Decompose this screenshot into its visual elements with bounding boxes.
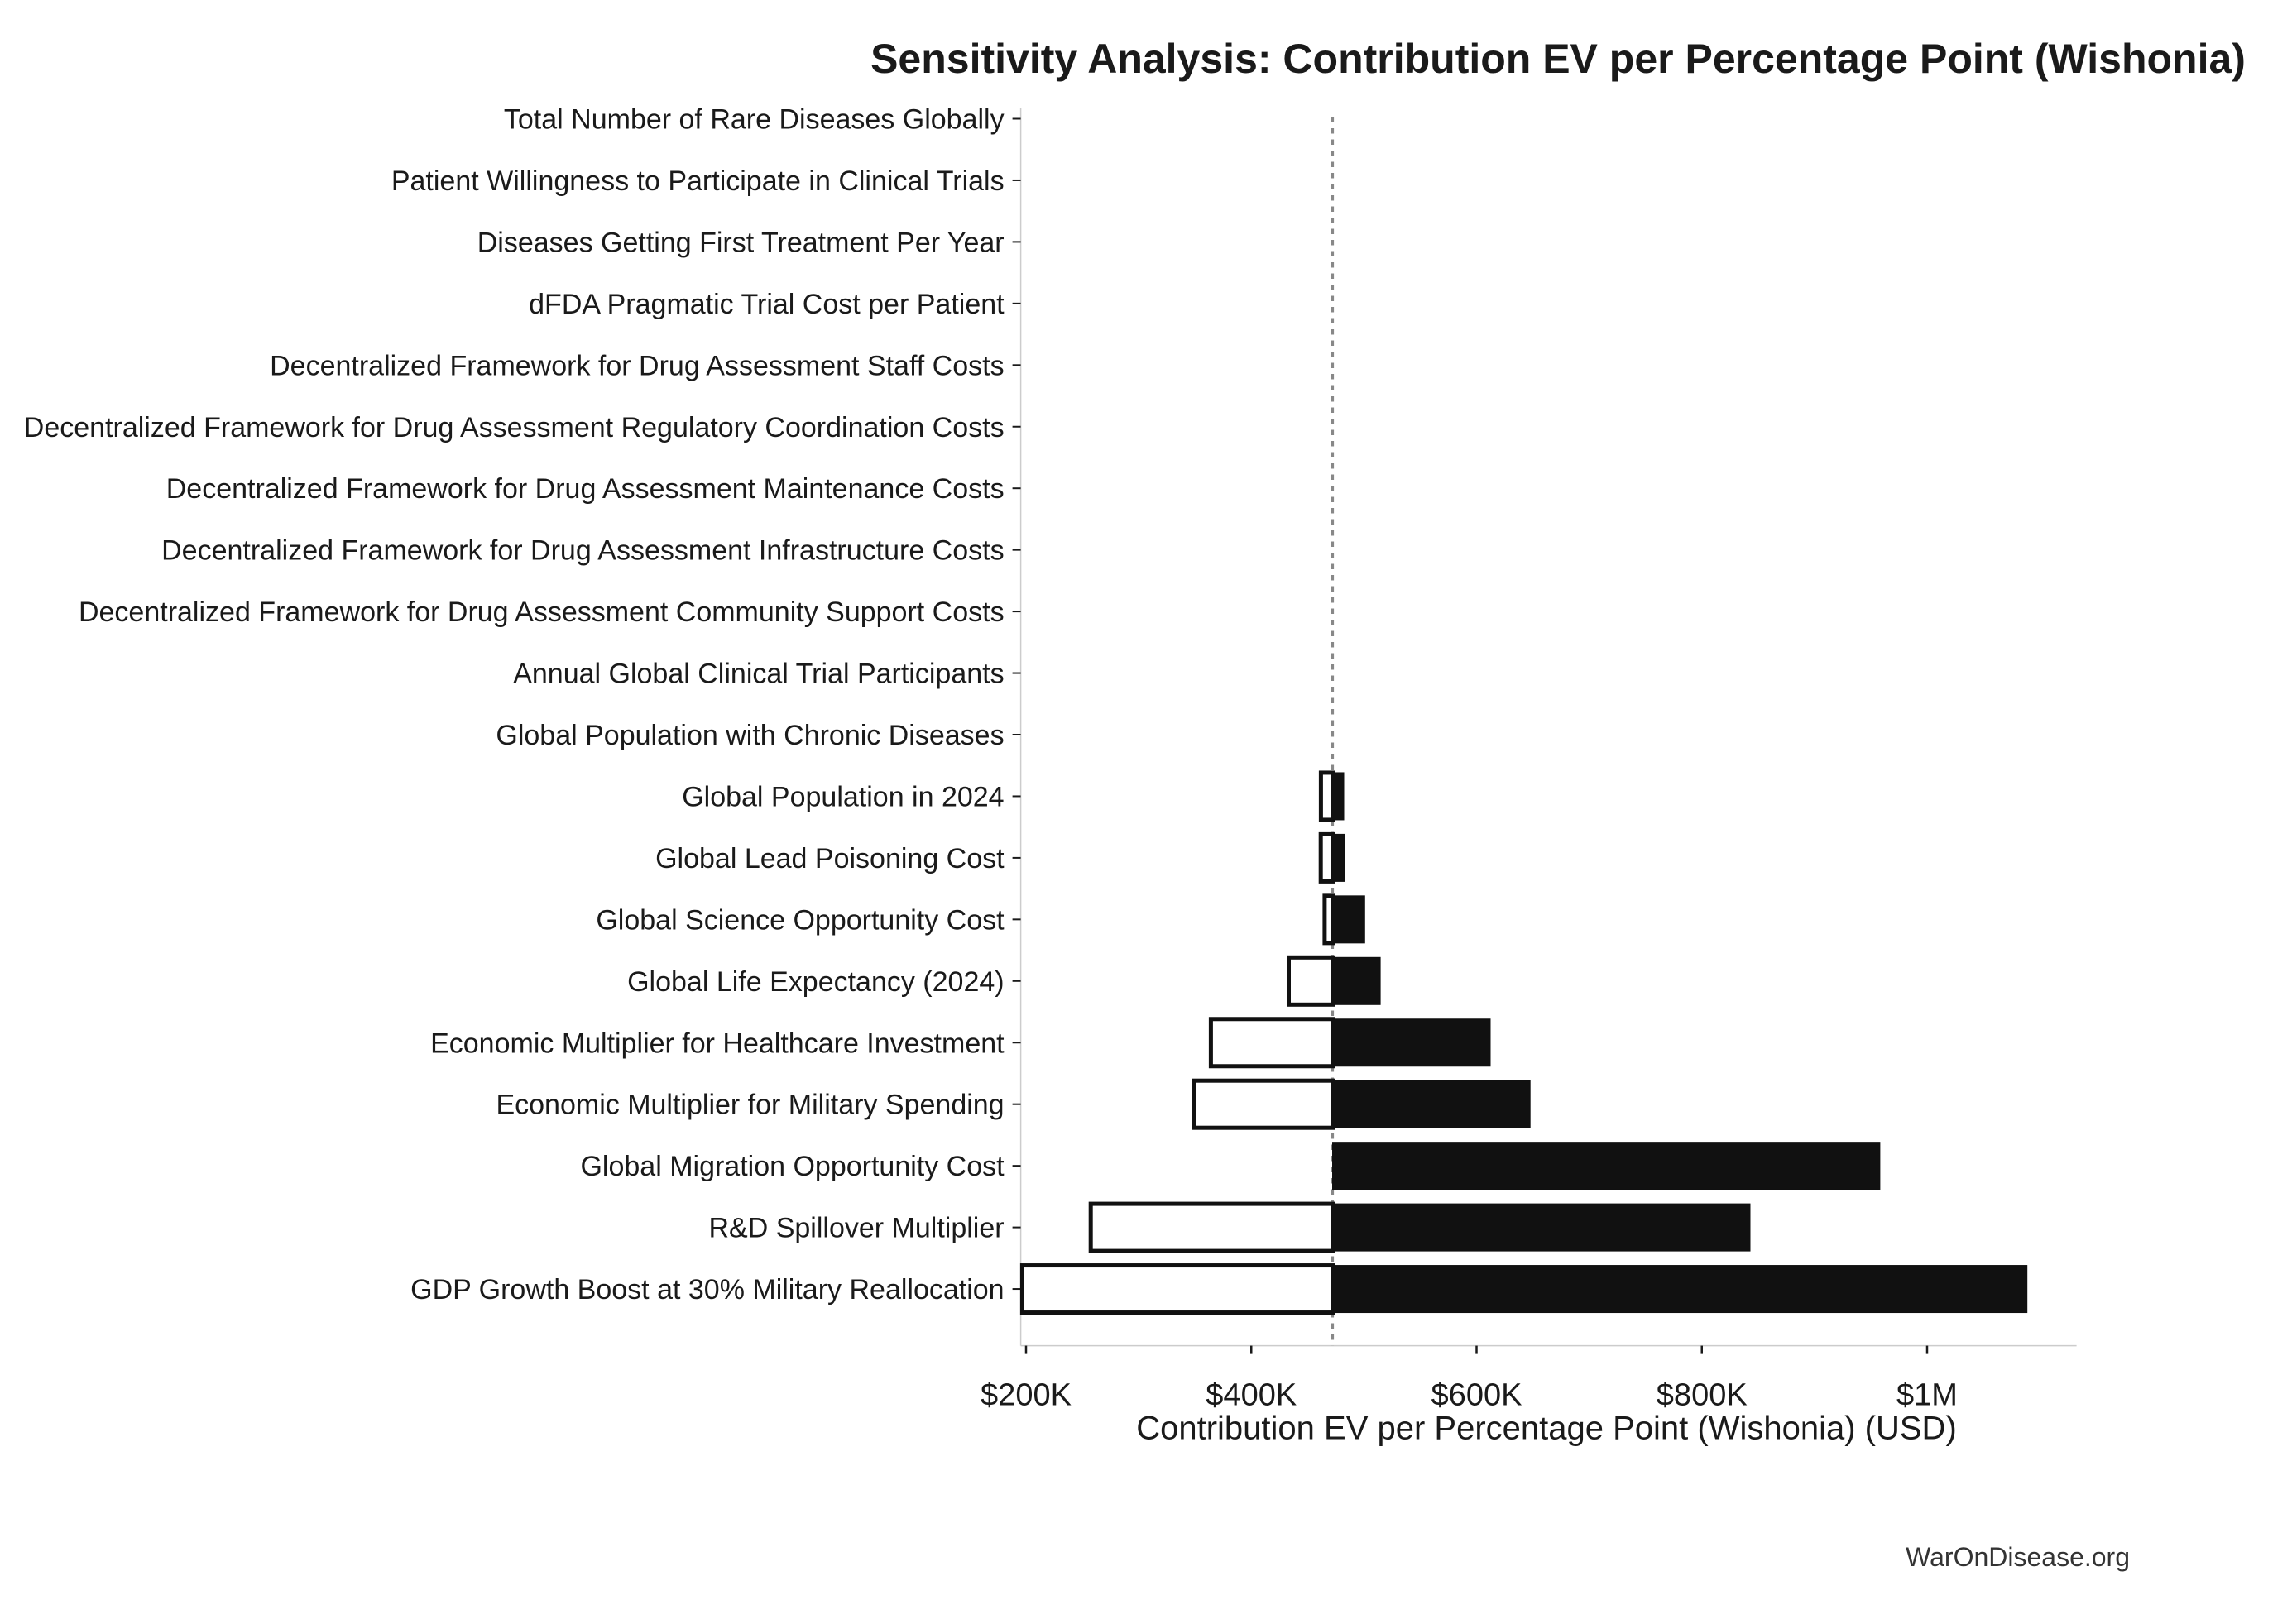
svg-text:Global Science Opportunity Cos: Global Science Opportunity Cost: [596, 904, 1005, 936]
svg-text:$600K: $600K: [1431, 1378, 1522, 1413]
svg-text:$1M: $1M: [1896, 1378, 1958, 1413]
svg-text:Sensitivity Analysis: Contribu: Sensitivity Analysis: Contribution EV pe…: [870, 36, 2246, 82]
svg-text:Decentralized Framework for Dr: Decentralized Framework for Drug Assessm…: [161, 535, 1004, 567]
svg-text:Decentralized Framework for Dr: Decentralized Framework for Drug Assessm…: [270, 350, 1004, 381]
svg-text:Global Population with Chronic: Global Population with Chronic Diseases: [496, 720, 1004, 751]
svg-text:Annual Global Clinical Trial P: Annual Global Clinical Trial Participant…: [513, 659, 1004, 690]
svg-text:Contribution EV per Percentage: Contribution EV per Percentage Point (Wi…: [1136, 1411, 1957, 1447]
svg-text:dFDA Pragmatic Trial Cost per: dFDA Pragmatic Trial Cost per Patient: [529, 289, 1005, 320]
svg-text:Decentralized Framework for Dr: Decentralized Framework for Drug Assessm…: [166, 473, 1005, 505]
svg-text:Decentralized Framework for Dr: Decentralized Framework for Drug Assessm…: [24, 412, 1005, 443]
svg-text:Total Number of Rare Diseases: Total Number of Rare Diseases Globally: [504, 104, 1005, 136]
svg-text:$400K: $400K: [1206, 1378, 1297, 1413]
svg-text:Diseases Getting First Treatme: Diseases Getting First Treatment Per Yea…: [477, 227, 1005, 258]
svg-text:WarOnDisease.org: WarOnDisease.org: [1906, 1542, 2130, 1572]
svg-text:$200K: $200K: [981, 1378, 1072, 1413]
svg-text:Decentralized Framework for Dr: Decentralized Framework for Drug Assessm…: [79, 596, 1005, 628]
svg-text:Global Population in 2024: Global Population in 2024: [682, 781, 1004, 812]
svg-text:Global Migration Opportunity C: Global Migration Opportunity Cost: [580, 1151, 1005, 1182]
svg-text:Global Life Expectancy (2024): Global Life Expectancy (2024): [627, 966, 1004, 998]
svg-text:$800K: $800K: [1657, 1378, 1748, 1413]
svg-text:R&D Spillover Multiplier: R&D Spillover Multiplier: [708, 1213, 1004, 1244]
svg-text:Global Lead Poisoning Cost: Global Lead Poisoning Cost: [655, 843, 1005, 874]
svg-text:Patient Willingness to Partici: Patient Willingness to Participate in Cl…: [391, 165, 1005, 197]
svg-text:Economic Multiplier for Health: Economic Multiplier for Healthcare Inves…: [430, 1028, 1005, 1059]
svg-text:Economic Multiplier for Milita: Economic Multiplier for Military Spendin…: [496, 1090, 1004, 1121]
svg-text:GDP Growth Boost at 30% Milita: GDP Growth Boost at 30% Military Realloc…: [410, 1274, 1004, 1305]
